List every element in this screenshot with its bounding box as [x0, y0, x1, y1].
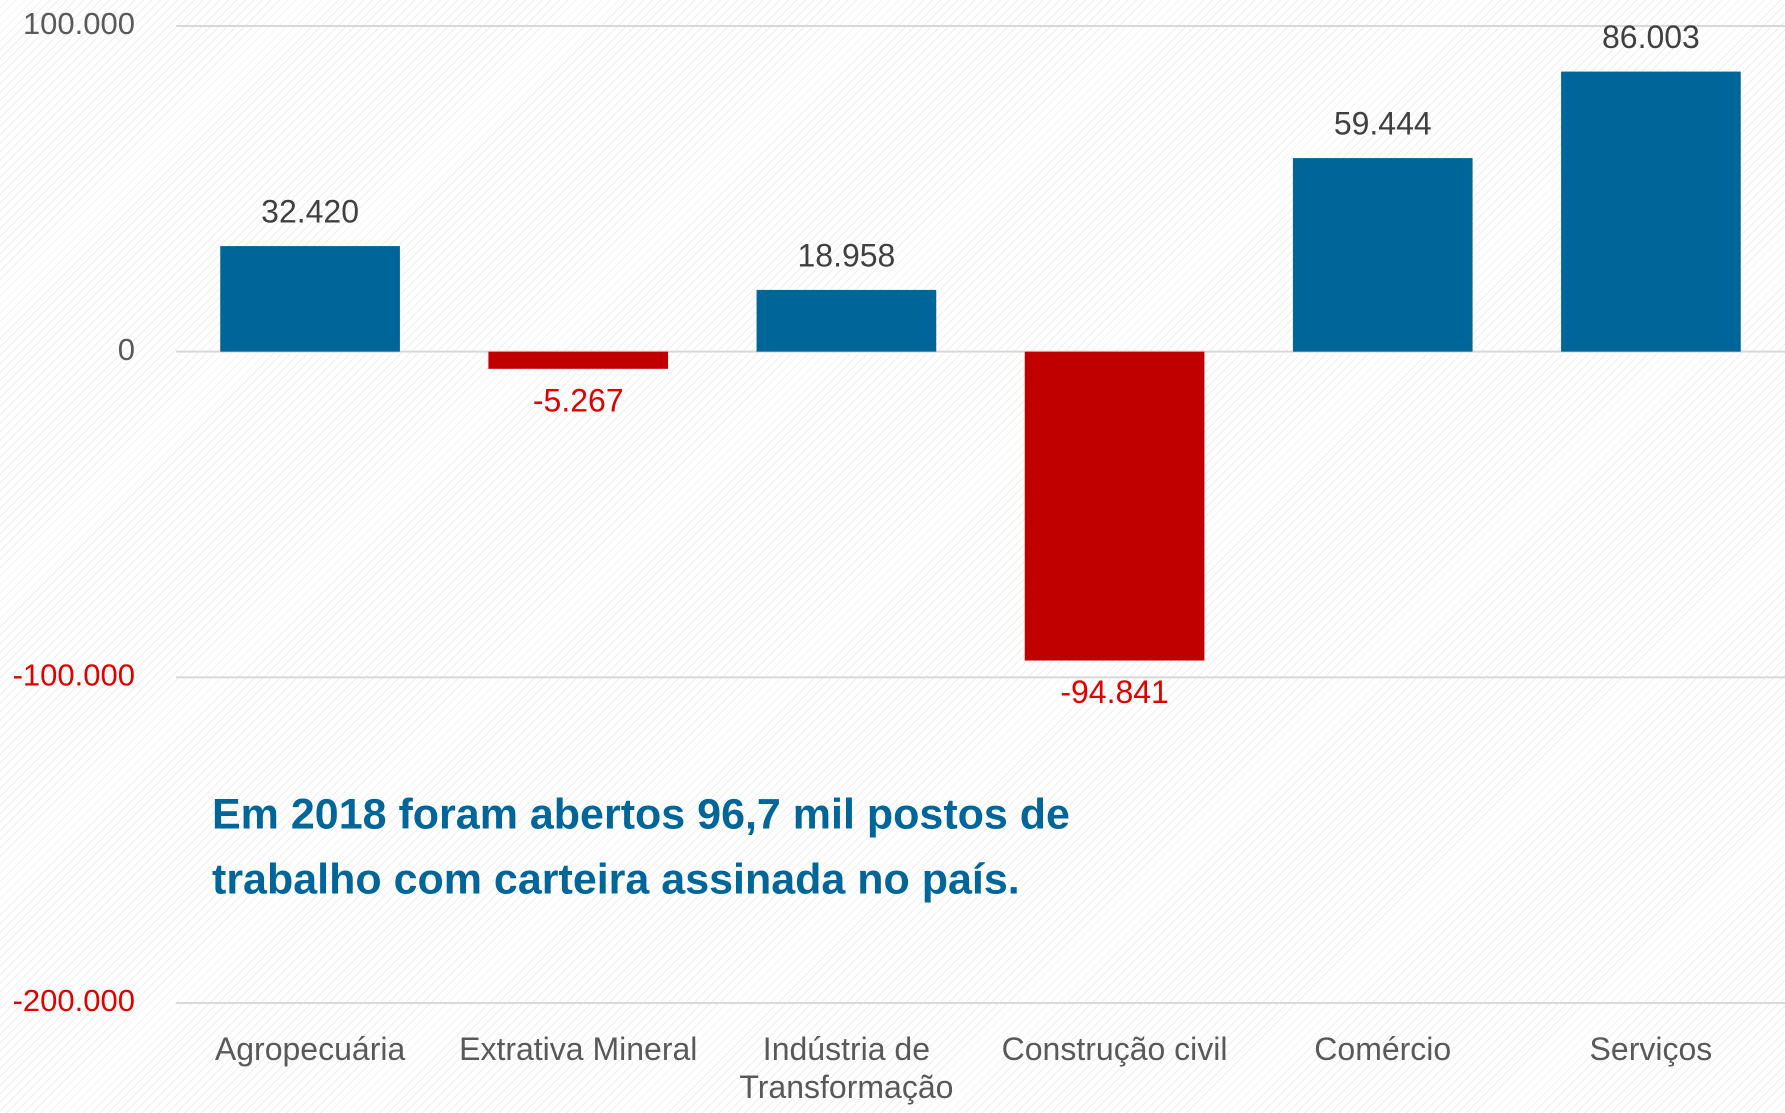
x-tick-label: Serviços — [1589, 1031, 1713, 1067]
annotation: Em 2018 foram abertos 96,7 mil postos de — [212, 790, 1070, 838]
value-label: 86.003 — [1602, 19, 1700, 55]
value-label: 18.958 — [797, 237, 895, 273]
annotation: trabalho com carteira assinada no país. — [212, 855, 1020, 903]
bar — [220, 246, 400, 352]
x-tick-label: Comércio — [1314, 1031, 1452, 1067]
x-tick-label: Construção civil — [1001, 1031, 1228, 1067]
value-label: 32.420 — [261, 194, 359, 230]
x-tick-label: Agropecuária — [214, 1031, 406, 1067]
y-tick-label: 100.000 — [23, 6, 135, 41]
y-tick-label: -100.000 — [13, 658, 135, 693]
value-label: 59.444 — [1334, 106, 1432, 142]
bar — [1024, 351, 1205, 661]
value-label: -94.841 — [1060, 674, 1169, 710]
x-tick-label: Extrativa Mineral — [459, 1031, 698, 1067]
x-tick-label: Indústria de Transformação — [739, 1031, 954, 1105]
bar — [488, 351, 669, 369]
value-label: -5.267 — [533, 382, 624, 418]
bar — [1561, 71, 1741, 352]
bar — [1292, 158, 1473, 352]
y-tick-label: 0 — [118, 332, 135, 367]
bar — [756, 289, 937, 352]
y-tick-label: -200.000 — [13, 983, 135, 1018]
